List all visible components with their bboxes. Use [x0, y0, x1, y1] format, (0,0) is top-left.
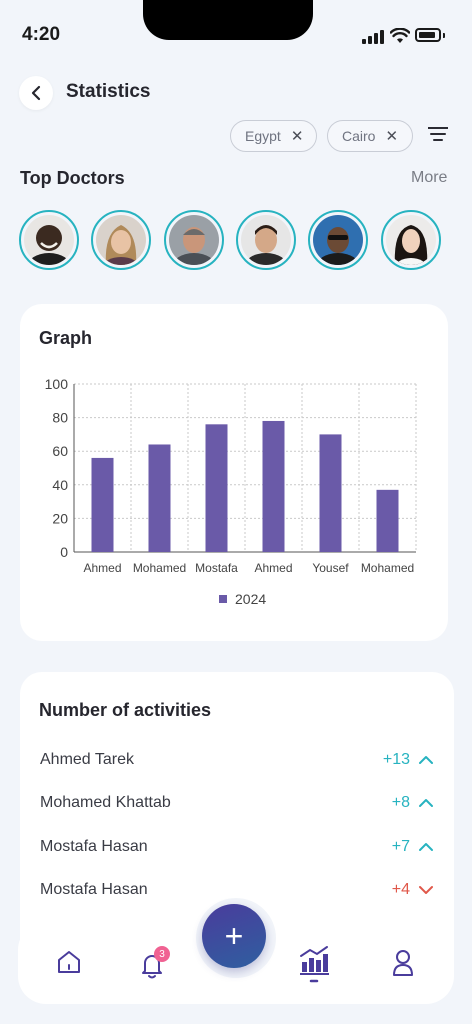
- top-doctors-title: Top Doctors: [20, 168, 125, 188]
- wifi-icon: [390, 28, 410, 43]
- avatar-photo: [96, 215, 146, 277]
- profile-icon[interactable]: [390, 948, 416, 978]
- notification-badge: 3: [154, 946, 170, 962]
- bar: [262, 420, 285, 552]
- bar-chart: 0 20 40 60 80 100 Ahmed Mohamed Mostafa Ahmed Yous…: [45, 376, 417, 607]
- bottom-nav-right: [266, 922, 454, 1004]
- close-icon[interactable]: ✕: [290, 128, 304, 145]
- home-icon[interactable]: [55, 948, 83, 976]
- x-tick-label: Ahmed: [254, 561, 292, 575]
- filter-chip-label: Egypt: [245, 128, 281, 144]
- bar: [376, 489, 399, 552]
- bar: [319, 434, 342, 552]
- legend-swatch: [219, 595, 227, 603]
- activity-name: Ahmed Tarek: [40, 751, 134, 768]
- chevron-left-icon: [31, 85, 41, 101]
- filter-icon[interactable]: [428, 127, 448, 141]
- filter-chip-cairo[interactable]: Cairo ✕: [327, 120, 413, 152]
- chevron-down-icon: [419, 886, 433, 894]
- x-tick-label: Mostafa: [195, 561, 238, 575]
- activity-value: +4: [392, 881, 434, 899]
- doctor-avatar-6[interactable]: [381, 210, 441, 278]
- activity-value: +13: [383, 751, 434, 769]
- doctor-avatar-4[interactable]: [236, 210, 296, 281]
- bar: [91, 457, 114, 552]
- activity-count: +8: [391, 794, 410, 811]
- x-tick-label: Yousef: [312, 561, 349, 575]
- activity-count: +4: [391, 881, 410, 898]
- activity-name: Mohamed Khattab: [40, 794, 171, 811]
- add-icon: +: [224, 917, 244, 954]
- y-tick-label: 80: [52, 410, 68, 426]
- activity-row: Mostafa Hasan +7: [40, 834, 434, 860]
- avatar-photo: [386, 215, 436, 278]
- activity-value: +8: [392, 794, 434, 812]
- x-tick-label: Mohamed: [133, 561, 186, 575]
- filter-chip-label: Cairo: [342, 128, 376, 144]
- back-button[interactable]: [19, 76, 53, 110]
- chevron-up-icon: [419, 799, 433, 807]
- x-tick-label: Mohamed: [361, 561, 414, 575]
- legend-label: 2024: [235, 591, 266, 607]
- signal-icon: [362, 30, 384, 44]
- activity-name: Mostafa Hasan: [40, 838, 148, 855]
- activity-count: +7: [391, 838, 410, 855]
- filter-chip-egypt[interactable]: Egypt ✕: [230, 120, 317, 152]
- page-title: Statistics: [66, 81, 151, 102]
- battery-icon: [415, 28, 441, 42]
- more-link[interactable]: More: [411, 169, 448, 186]
- y-tick-label: 60: [52, 443, 68, 459]
- battery-tip: [443, 33, 445, 38]
- activity-value: +7: [392, 838, 434, 856]
- chevron-up-icon: [419, 843, 433, 851]
- avatar-photo: [24, 215, 74, 281]
- y-tick-label: 40: [52, 477, 68, 493]
- activity-count: +13: [382, 751, 410, 768]
- activity-row: Ahmed Tarek +13: [40, 747, 434, 773]
- doctor-avatar-3[interactable]: [164, 210, 224, 281]
- y-tick-label: 20: [52, 510, 68, 526]
- stats-icon[interactable]: [298, 944, 330, 984]
- bar: [148, 444, 171, 552]
- activities-title: Number of activities: [39, 700, 212, 720]
- bar: [205, 424, 228, 552]
- avatar-photo: [169, 215, 219, 281]
- x-tick-label: Ahmed: [83, 561, 121, 575]
- activity-name: Mostafa Hasan: [40, 881, 148, 898]
- graph-card: [20, 304, 448, 641]
- activity-row: Mohamed Khattab +8: [40, 790, 434, 816]
- avatar-photo: [241, 215, 291, 281]
- doctor-avatar-5[interactable]: [308, 210, 368, 281]
- status-time: 4:20: [22, 24, 61, 45]
- doctor-avatar-1[interactable]: [19, 210, 79, 281]
- device-notch: [143, 0, 313, 40]
- activity-row: Mostafa Hasan +4: [40, 877, 434, 903]
- avatar-photo: [313, 215, 363, 281]
- add-button[interactable]: +: [202, 904, 266, 968]
- bottom-nav-left: [18, 922, 208, 1004]
- doctor-avatar-2[interactable]: [91, 210, 151, 277]
- y-tick-label: 100: [45, 376, 69, 392]
- close-icon[interactable]: ✕: [385, 128, 399, 145]
- graph-title: Graph: [39, 328, 93, 348]
- chevron-up-icon: [419, 756, 433, 764]
- y-tick-label: 0: [60, 544, 68, 560]
